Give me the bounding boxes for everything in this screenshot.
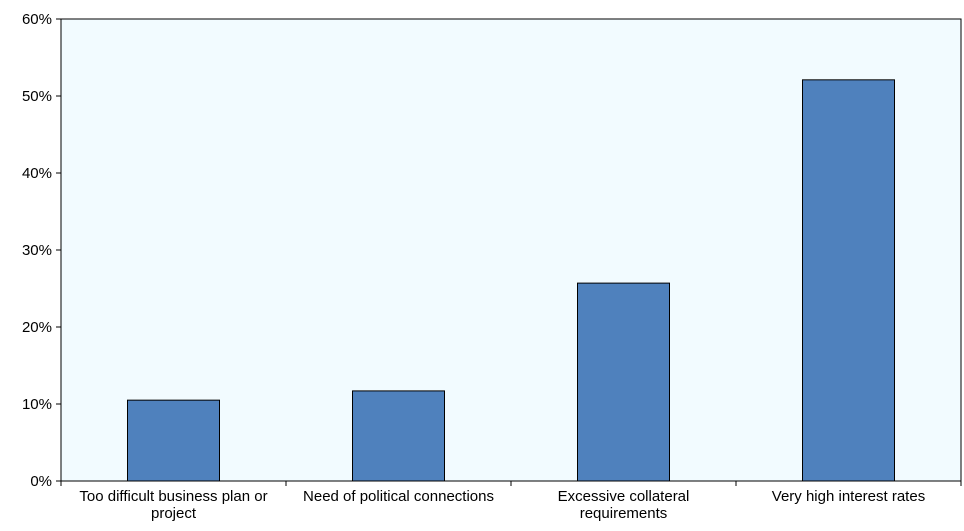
x-category-label: Excessive collateral requirements (558, 488, 690, 522)
bar-3 (577, 282, 670, 482)
y-tick-label: 30% (22, 242, 52, 259)
x-category-label-line: project (151, 505, 197, 522)
x-category-label-line: requirements (580, 505, 668, 522)
y-tick-label: 40% (22, 165, 52, 182)
bars-group (127, 79, 895, 482)
x-category-label: Too difficult business plan or project (79, 488, 267, 522)
bar-1 (127, 399, 220, 482)
x-category-label-line: Too difficult business plan or (79, 488, 267, 505)
x-axis-ticks: Too difficult business plan or project Nee… (60, 481, 962, 522)
bar-2 (352, 390, 445, 482)
x-category-label-line: Need of political connections (303, 488, 494, 505)
y-tick-label: 50% (22, 88, 52, 105)
x-category-label: Very high interest rates (772, 488, 925, 505)
x-category-label-line: Excessive collateral (558, 488, 690, 505)
x-category-label: Need of political connections (303, 488, 494, 505)
y-tick-label: 0% (30, 473, 52, 490)
y-tick-label: 60% (22, 11, 52, 28)
y-tick-label: 20% (22, 319, 52, 336)
bar-4 (802, 79, 895, 482)
x-category-label-line: Very high interest rates (772, 488, 925, 505)
y-axis-ticks: 0% 10% 20% 30% 40% 50% 60% (22, 11, 61, 490)
y-tick-label: 10% (22, 396, 52, 413)
